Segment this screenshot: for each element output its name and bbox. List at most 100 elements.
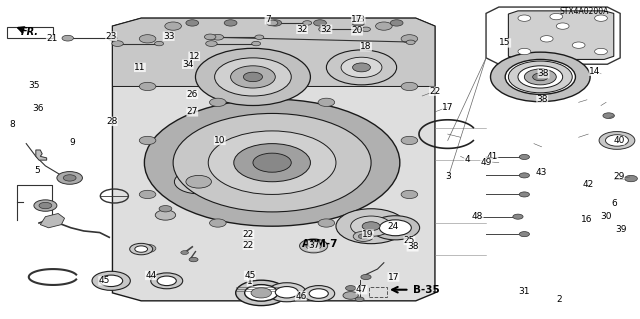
Circle shape	[401, 82, 418, 91]
Text: 17: 17	[388, 272, 399, 281]
Circle shape	[390, 20, 403, 26]
Circle shape	[318, 219, 335, 227]
Text: FR.: FR.	[21, 27, 39, 37]
Text: 27: 27	[187, 108, 198, 116]
Circle shape	[336, 209, 406, 244]
Circle shape	[244, 285, 278, 301]
Circle shape	[556, 23, 569, 29]
Circle shape	[371, 216, 420, 240]
Text: 37: 37	[308, 241, 319, 250]
Circle shape	[401, 136, 418, 145]
Text: 8: 8	[10, 120, 15, 129]
Text: 22: 22	[243, 230, 254, 239]
Circle shape	[255, 35, 264, 40]
Circle shape	[269, 20, 282, 26]
Text: 22: 22	[429, 87, 440, 96]
Circle shape	[524, 69, 556, 85]
Circle shape	[135, 246, 148, 252]
Circle shape	[505, 59, 575, 94]
Circle shape	[355, 297, 364, 301]
Circle shape	[63, 175, 76, 181]
Circle shape	[195, 48, 310, 106]
Text: 42: 42	[582, 181, 594, 189]
Text: 4: 4	[464, 155, 470, 164]
Circle shape	[236, 280, 287, 306]
Circle shape	[234, 144, 310, 182]
Circle shape	[173, 114, 371, 212]
Circle shape	[189, 257, 198, 262]
Circle shape	[508, 61, 572, 93]
Circle shape	[39, 202, 52, 209]
Circle shape	[401, 35, 418, 43]
Circle shape	[186, 20, 198, 26]
Circle shape	[212, 34, 223, 40]
Text: 13: 13	[354, 15, 365, 24]
Text: 41: 41	[487, 152, 498, 161]
Circle shape	[605, 135, 628, 146]
Circle shape	[252, 41, 260, 46]
Text: 33: 33	[163, 32, 174, 41]
Circle shape	[519, 154, 529, 160]
Text: 44: 44	[145, 271, 156, 280]
Text: 28: 28	[106, 117, 118, 126]
Circle shape	[540, 36, 553, 42]
Text: 38: 38	[407, 242, 419, 251]
Text: 7: 7	[265, 15, 271, 24]
Circle shape	[266, 20, 278, 26]
Polygon shape	[508, 11, 614, 59]
Circle shape	[401, 190, 418, 198]
Circle shape	[318, 98, 335, 107]
Circle shape	[140, 35, 156, 43]
Text: 32: 32	[296, 25, 308, 34]
Text: 43: 43	[536, 168, 547, 177]
Text: 19: 19	[362, 230, 374, 239]
Circle shape	[100, 275, 123, 286]
Text: 18: 18	[360, 42, 372, 51]
Circle shape	[243, 72, 262, 82]
Text: 21: 21	[46, 34, 58, 43]
Circle shape	[314, 20, 326, 26]
Circle shape	[518, 15, 531, 21]
Circle shape	[380, 220, 412, 236]
Text: STX4A0200A: STX4A0200A	[559, 7, 609, 16]
Circle shape	[352, 20, 365, 26]
Circle shape	[519, 173, 529, 178]
Text: 45: 45	[244, 271, 255, 280]
Circle shape	[57, 172, 83, 184]
Circle shape	[550, 66, 563, 72]
Polygon shape	[113, 18, 435, 86]
Polygon shape	[36, 150, 47, 160]
Text: 22: 22	[243, 241, 254, 250]
Circle shape	[603, 113, 614, 119]
Circle shape	[209, 219, 226, 227]
Circle shape	[353, 231, 374, 241]
Circle shape	[159, 205, 172, 212]
Text: 29: 29	[613, 173, 625, 182]
Circle shape	[108, 36, 117, 41]
Text: 20: 20	[351, 26, 363, 35]
Circle shape	[268, 283, 306, 302]
Circle shape	[326, 50, 397, 85]
Circle shape	[306, 242, 321, 250]
Text: 17: 17	[442, 103, 454, 112]
Text: 38: 38	[538, 69, 549, 78]
Text: 38: 38	[536, 95, 548, 104]
Text: 5: 5	[34, 166, 40, 175]
Text: 15: 15	[499, 38, 511, 48]
Circle shape	[224, 20, 237, 26]
Circle shape	[156, 210, 175, 220]
Text: 32: 32	[321, 25, 332, 34]
Circle shape	[157, 276, 176, 286]
Circle shape	[376, 22, 392, 30]
Circle shape	[34, 200, 57, 211]
Circle shape	[595, 48, 607, 55]
Circle shape	[519, 192, 529, 197]
Text: 31: 31	[518, 287, 530, 296]
Text: B-35: B-35	[413, 285, 439, 295]
Text: 17: 17	[351, 15, 363, 24]
Text: 6: 6	[611, 199, 616, 208]
Text: 2: 2	[557, 295, 563, 304]
Circle shape	[599, 131, 635, 149]
Circle shape	[208, 131, 336, 195]
Circle shape	[180, 251, 188, 255]
